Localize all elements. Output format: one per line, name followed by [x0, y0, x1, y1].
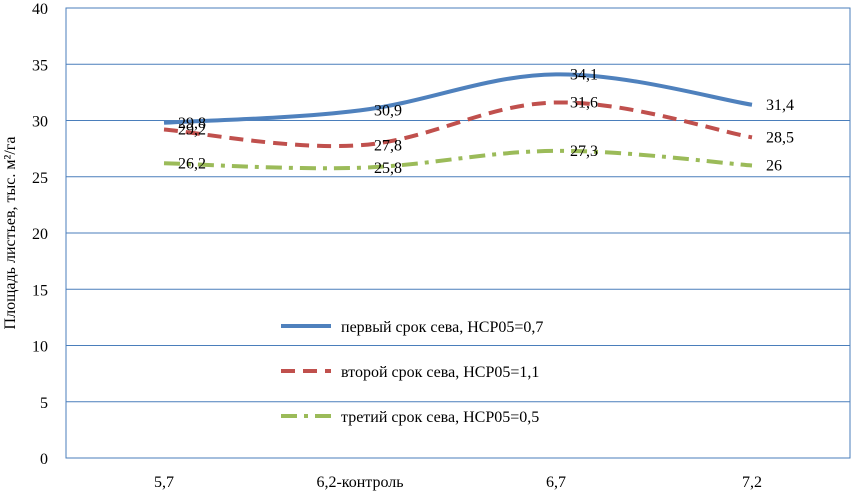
data-label: 31,6 [570, 95, 598, 112]
series-line [163, 148, 753, 171]
y-tick-label: 35 [32, 57, 48, 74]
data-label: 34,1 [570, 66, 598, 83]
series-lines [163, 72, 753, 171]
data-label: 27,3 [570, 143, 598, 160]
y-tick-label: 20 [32, 226, 48, 243]
data-label: 28,5 [766, 129, 794, 146]
data-label: 27,8 [374, 137, 402, 154]
y-tick-label: 40 [32, 1, 48, 18]
data-label: 31,4 [766, 97, 794, 114]
series-line [163, 72, 753, 125]
data-label: 26 [766, 158, 782, 175]
legend: первый срок сева, НСР05=0,7 второй срок с… [281, 319, 543, 426]
x-axis-tick-labels: 5,7 6,2-контроль 6,7 7,2 [154, 474, 762, 491]
data-label: 29,2 [178, 122, 206, 139]
y-tick-label: 15 [32, 282, 48, 299]
x-tick-label: 7,2 [742, 474, 762, 491]
data-label: 29,8 [178, 115, 206, 132]
series-line [163, 100, 753, 149]
data-label: 30,9 [374, 102, 402, 119]
data-labels: 29,8 30,9 34,1 31,4 29,2 27,8 31,6 28,5 26,2 25,8… [178, 66, 794, 176]
y-tick-label: 30 [32, 114, 48, 131]
y-tick-label: 10 [32, 339, 48, 356]
legend-entry: второй срок сева, НСР05=1,1 [341, 364, 539, 381]
legend-entry: третий срок сева, НСР05=0,5 [341, 409, 539, 426]
x-tick-label: 5,7 [154, 474, 174, 491]
plot-area-border [65, 7, 851, 459]
y-axis-label: Площадь листьев, тыс. м²/га [2, 137, 19, 330]
legend-entry: первый срок сева, НСР05=0,7 [341, 319, 543, 336]
y-tick-label: 25 [32, 170, 48, 187]
data-label: 25,8 [374, 160, 402, 177]
x-tick-label: 6,2-контроль [316, 474, 403, 491]
data-label: 26,2 [178, 155, 206, 172]
y-tick-label: 5 [40, 395, 48, 412]
y-tick-label: 0 [40, 451, 48, 468]
x-tick-label: 6,7 [546, 474, 566, 491]
y-axis-tick-labels: 0 5 10 15 20 25 30 35 40 [32, 1, 48, 468]
